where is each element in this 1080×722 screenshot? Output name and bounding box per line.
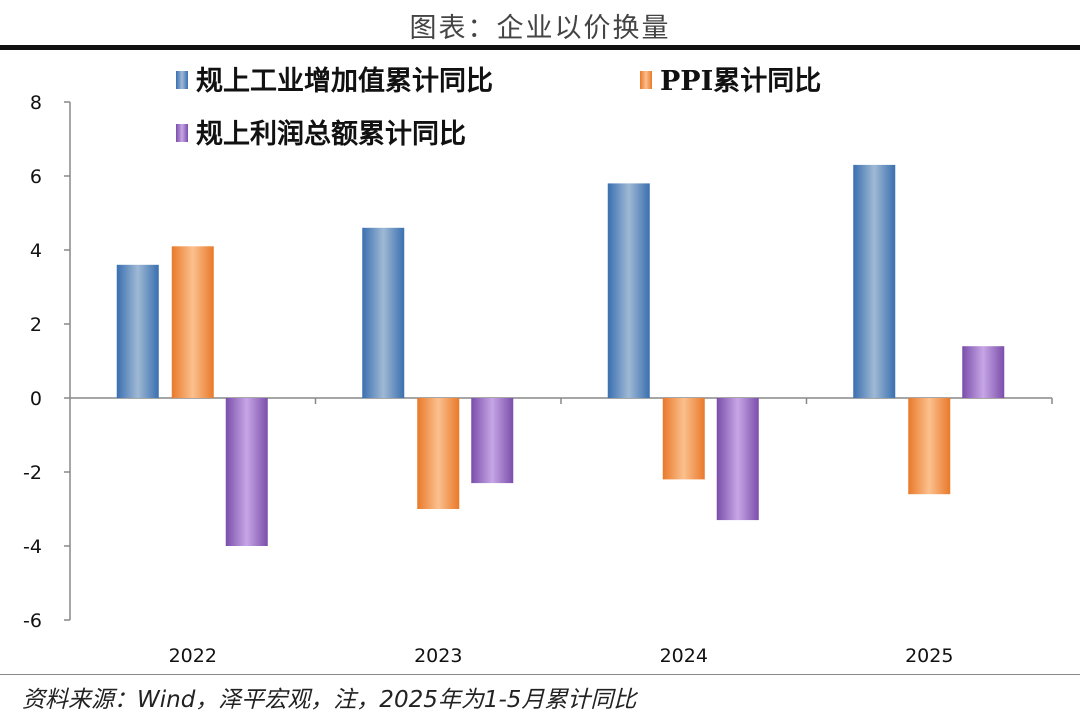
legend-label: 规上工业增加值累计同比: [196, 65, 493, 97]
y-tick-label: 8: [30, 92, 42, 114]
title-divider: [0, 45, 1080, 50]
bar-2025-series-3: [962, 346, 1005, 398]
bar-2022-series-3: [225, 398, 268, 546]
bar-2024-series-3: [716, 398, 759, 521]
bar-2023-series-3: [471, 398, 514, 484]
bar-2023-series-1: [362, 227, 405, 398]
y-tick-label: -2: [23, 462, 42, 484]
x-tick-label: 2025: [905, 645, 953, 667]
legend-swatch: [176, 71, 188, 89]
chart-title: 图表：企业以价换量: [409, 13, 671, 44]
bar-chart: 8 6 4 2 0 -2 -4 -6 2022 2023 2024 2025 规上工业增加值累计同比 P…: [23, 65, 1053, 667]
source-note: 资料来源：Wind，泽平宏观，注，2025年为1-5月累计同比: [22, 687, 637, 713]
bar-2023-series-2: [417, 398, 460, 509]
y-tick-label: 6: [30, 166, 42, 188]
bar-2024-series-1: [607, 183, 650, 398]
x-tick-label: 2024: [660, 645, 708, 667]
legend-swatch: [640, 71, 652, 89]
x-tick-label: 2022: [169, 645, 217, 667]
bar-2025-series-1: [853, 164, 896, 398]
bar-2025-series-2: [908, 398, 951, 495]
legend-label: 规上利润总额累计同比: [196, 118, 466, 150]
bar-2022-series-2: [171, 246, 214, 398]
legend-swatch: [176, 124, 188, 142]
x-tick-label: 2023: [414, 645, 462, 667]
bar-2024-series-2: [662, 398, 705, 480]
bar-2022-series-1: [116, 264, 159, 398]
source-divider: [0, 674, 1080, 675]
legend-label: PPI累计同比: [660, 66, 821, 97]
y-tick-label: 4: [30, 240, 42, 262]
y-tick-label: -4: [23, 536, 42, 558]
y-tick-label: 2: [30, 314, 42, 336]
y-tick-label: 0: [30, 388, 42, 410]
y-tick-label: -6: [23, 610, 42, 632]
